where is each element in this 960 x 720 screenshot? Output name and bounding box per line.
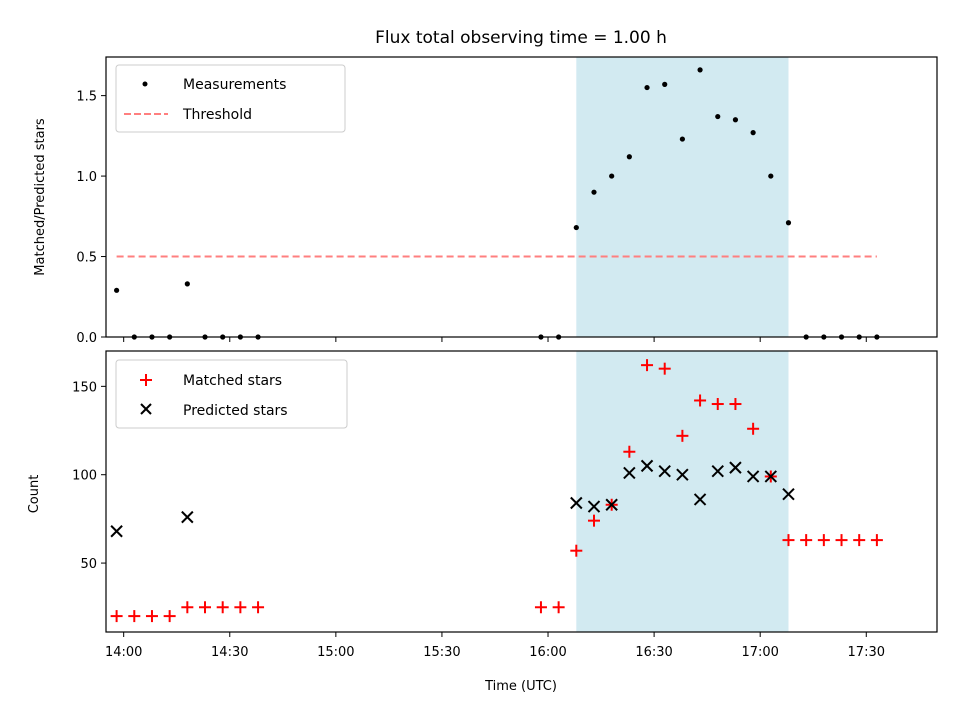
predicted-stars-point bbox=[746, 470, 760, 483]
matched-stars-point bbox=[782, 534, 795, 547]
bottom-highlight-span bbox=[576, 351, 789, 632]
matched-stars-point bbox=[216, 601, 229, 614]
bottom-panel: 50 100 150 14:00 14:30 15:00 15:30 16:00 16:30 17… bbox=[27, 350, 938, 694]
x-tick-label: 14:00 bbox=[105, 645, 142, 660]
x-tick-label: 16:00 bbox=[529, 645, 566, 660]
measurement-point bbox=[573, 224, 579, 231]
measurement-point bbox=[609, 173, 615, 179]
top-highlight-span bbox=[576, 57, 789, 337]
top-y-tick-label: 1.5 bbox=[76, 90, 97, 105]
measurement-point bbox=[679, 136, 685, 142]
legend-predicted-label: Predicted stars bbox=[183, 403, 288, 419]
top-y-tick-label: 0.5 bbox=[76, 251, 97, 266]
matched-stars-point bbox=[729, 398, 742, 411]
matched-stars-point bbox=[800, 534, 813, 547]
predicted-stars-point bbox=[587, 500, 601, 513]
matched-stars-point bbox=[199, 601, 212, 614]
predicted-stars-point bbox=[110, 525, 123, 538]
x-tick-label: 16:30 bbox=[635, 645, 672, 660]
matched-stars-point bbox=[853, 534, 866, 547]
predicted-stars-point bbox=[181, 510, 194, 524]
measurement-point bbox=[644, 84, 650, 91]
matched-stars-point bbox=[163, 610, 176, 623]
matched-stars-point bbox=[641, 359, 654, 372]
matched-stars-point bbox=[110, 610, 123, 623]
bottom-legend: Matched stars Predicted stars bbox=[115, 359, 348, 429]
matched-stars-point bbox=[587, 514, 600, 527]
legend-measurements-marker bbox=[142, 81, 148, 87]
predicted-stars-point bbox=[658, 464, 671, 478]
matched-stars-point bbox=[128, 610, 141, 623]
matched-stars-point bbox=[234, 601, 247, 614]
predicted-stars-point bbox=[729, 461, 742, 474]
top-y-tick-label: 1.0 bbox=[76, 170, 97, 185]
measurement-point bbox=[715, 113, 721, 120]
top-panel: 0.0 0.5 1.0 1.5 Matched/Predicted stars Mea… bbox=[33, 56, 938, 346]
legend-measurements-label: Measurements bbox=[183, 77, 286, 93]
legend-predicted-marker bbox=[140, 403, 152, 415]
bottom-y-axis-label: Count bbox=[27, 475, 42, 514]
x-axis-label: Time (UTC) bbox=[484, 679, 557, 694]
measurement-point bbox=[732, 117, 739, 123]
measurement-point bbox=[114, 287, 120, 293]
predicted-stars-point bbox=[570, 496, 583, 510]
predicted-stars-point bbox=[605, 498, 618, 511]
predicted-stars-point bbox=[764, 470, 778, 483]
matched-stars-point bbox=[747, 422, 760, 435]
measurement-point bbox=[750, 130, 756, 136]
legend-matched-marker bbox=[140, 374, 152, 386]
matched-stars-point bbox=[694, 394, 707, 407]
predicted-stars-point bbox=[711, 464, 724, 478]
predicted-stars-point bbox=[623, 466, 636, 480]
measurement-point bbox=[626, 154, 632, 160]
matched-stars-point bbox=[676, 429, 689, 442]
measurement-point bbox=[662, 81, 668, 87]
top-y-axis-label: Matched/Predicted stars bbox=[33, 118, 48, 276]
measurement-point bbox=[697, 67, 703, 73]
matched-stars-point bbox=[835, 534, 848, 547]
chart-title: Flux total observing time = 1.00 h bbox=[375, 28, 667, 48]
matched-stars-point bbox=[181, 601, 194, 614]
x-tick-label: 15:00 bbox=[317, 645, 354, 660]
top-plot-frame bbox=[105, 56, 938, 338]
top-legend: Measurements Threshold bbox=[115, 64, 346, 133]
matched-stars-point bbox=[711, 398, 724, 411]
matched-stars-point bbox=[552, 601, 565, 614]
predicted-stars-point bbox=[693, 493, 707, 506]
predicted-stars-point bbox=[676, 468, 689, 481]
measurement-point bbox=[785, 220, 792, 226]
legend-threshold-label: Threshold bbox=[182, 107, 252, 123]
matched-stars-point bbox=[570, 544, 583, 557]
predicted-stars-point bbox=[640, 459, 654, 473]
matched-stars-point bbox=[252, 601, 265, 614]
matched-stars-point bbox=[658, 362, 671, 375]
x-tick-label: 14:30 bbox=[211, 645, 248, 660]
bottom-y-tick-label: 50 bbox=[80, 557, 97, 572]
measurement-point bbox=[768, 173, 774, 179]
x-tick-label: 17:00 bbox=[741, 645, 778, 660]
bottom-y-tick-label: 100 bbox=[72, 469, 97, 484]
legend-matched-label: Matched stars bbox=[183, 373, 282, 389]
x-tick-label: 15:30 bbox=[423, 645, 460, 660]
matched-stars-point bbox=[623, 445, 636, 458]
measurement-point bbox=[591, 189, 597, 195]
matched-stars-point bbox=[870, 534, 883, 547]
x-tick-label: 17:30 bbox=[848, 645, 885, 660]
matched-stars-point bbox=[145, 610, 158, 623]
predicted-stars-point bbox=[782, 487, 795, 501]
matched-stars-point bbox=[817, 534, 830, 547]
measurement-point bbox=[184, 281, 190, 287]
bottom-plot-frame bbox=[105, 350, 938, 633]
matched-stars-point bbox=[534, 601, 547, 614]
top-y-tick-label: 0.0 bbox=[76, 331, 97, 346]
bottom-y-tick-label: 150 bbox=[72, 380, 97, 395]
